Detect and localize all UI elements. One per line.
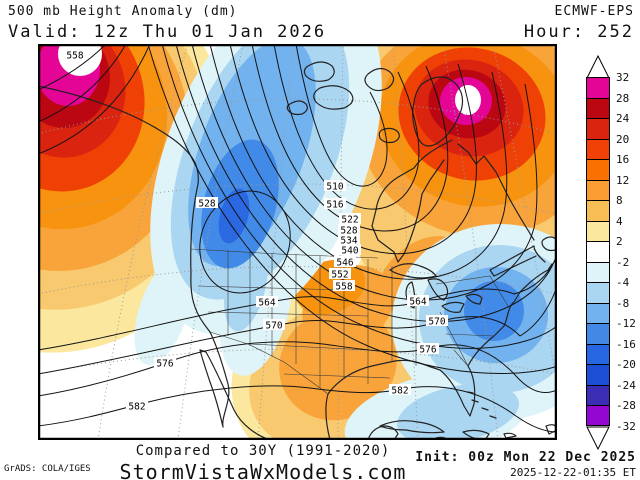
height-contours	[38, 44, 557, 433]
contour-label-box	[324, 198, 346, 209]
colorbar-tick-label: -32	[616, 419, 636, 433]
forecast-hour: Hour: 252	[523, 22, 634, 42]
contour-label-text: 576	[156, 359, 173, 370]
contour-label-text: 564	[409, 297, 426, 308]
contour-label-box	[338, 234, 360, 245]
init-time-label: Init: 00z Mon 22 Dec 2025	[415, 450, 636, 465]
footer-init: Init: 00z Mon 22 Dec 2025 2025-12-22-01:…	[415, 450, 636, 479]
contour-label-text: 534	[340, 236, 357, 247]
state-borders	[190, 248, 509, 395]
colorbar-cell	[586, 179, 610, 200]
contour-label-box	[333, 280, 355, 291]
page-title: 500 mb Height Anomaly (dm)	[8, 4, 238, 19]
baseline-comparison-label: Compared to 30Y (1991-2020)	[135, 443, 391, 459]
colorbar-cell	[586, 261, 610, 282]
colorbar-tick-label: 8	[616, 194, 623, 207]
contour-label-text: 570	[428, 317, 445, 328]
contour-label-box	[339, 244, 361, 255]
contour-label-text: 552	[331, 270, 348, 281]
colorbar-tick-label: -8	[616, 296, 630, 310]
colorbar-tick-label: -16	[616, 337, 636, 351]
colorbar-tick-label: 16	[616, 153, 630, 166]
contour-label-box	[407, 295, 429, 306]
contour-label-text: 522	[341, 215, 358, 226]
contour-label-box	[256, 296, 278, 307]
header-right: ECMWF-EPS Hour: 252	[524, 4, 634, 42]
contour-label-box	[126, 400, 148, 411]
contour-label-text: 528	[198, 199, 215, 210]
contour-label-box	[339, 213, 361, 224]
contour-label-text: 546	[336, 258, 353, 269]
colorbar-cell	[586, 302, 610, 323]
colorbar-tick-label: -4	[616, 276, 630, 289]
valid-time-label: Valid: 12z Thu 01 Jan 2026	[8, 22, 327, 42]
colorbar-cell	[586, 282, 610, 303]
footer-center: Compared to 30Y (1991-2020) StormVistaWx…	[38, 443, 488, 480]
anomaly-map: 558 528 510 516 522 528 534 540 546 552 558 564 564 5…	[38, 44, 557, 440]
contour-label-text: 564	[258, 298, 275, 309]
site-watermark: StormVistaWxModels.com	[119, 460, 407, 480]
colorbar-cell	[586, 200, 610, 221]
generated-timestamp: 2025-12-22-01:35 ET	[510, 466, 636, 479]
colorbar-tick-label: 12	[616, 173, 630, 187]
map-frame	[38, 44, 557, 440]
colorbar-tick-label: -20	[616, 358, 636, 371]
colorbar-cell	[586, 159, 610, 180]
contour-label-text: 582	[391, 386, 408, 397]
colorbar-cells	[586, 77, 610, 426]
colorbar-tick-label: 4	[616, 214, 623, 228]
contour-label-text: 558	[66, 51, 83, 62]
contour-label-box	[338, 224, 360, 235]
colorbar-tick-label: -24	[616, 378, 636, 392]
contour-label-box	[329, 268, 351, 279]
colorbar-cell	[586, 77, 610, 98]
colorbar: 32 28 24 20 16 12 8 4 2 -2 -4 -8 -12 -16 -20 -24 -28 -32	[584, 55, 640, 451]
colorbar-cell	[586, 220, 610, 241]
colorbar-tick-label: 28	[616, 91, 630, 105]
contour-label-text: 576	[419, 345, 436, 356]
contour-label-box	[263, 319, 285, 330]
contour-label-box	[154, 357, 176, 368]
contour-label-box	[64, 49, 86, 60]
contour-label-text: 558	[335, 282, 352, 293]
colorbar-cell	[586, 384, 610, 405]
header-left: 500 mb Height Anomaly (dm) Valid: 12z Th…	[8, 4, 326, 42]
colorbar-arrow-down-icon	[586, 426, 610, 450]
colorbar-cell	[586, 343, 610, 364]
contour-label-text: 528	[340, 226, 357, 237]
colorbar-tick-label: -12	[616, 317, 636, 330]
colorbar-arrow-up-icon	[586, 55, 610, 79]
grads-credit: GrADS: COLA/IGES	[4, 464, 91, 474]
contour-label-text: 570	[265, 321, 282, 332]
contour-label-box	[334, 256, 356, 267]
contour-label-box	[389, 384, 411, 395]
colorbar-cell	[586, 97, 610, 118]
colorbar-tick-label: -28	[616, 399, 636, 412]
colorbar-cell	[586, 118, 610, 139]
contour-label-box	[417, 343, 439, 354]
model-name: ECMWF-EPS	[554, 4, 634, 19]
contour-label-box	[426, 315, 448, 326]
contour-label-box	[196, 197, 218, 208]
contour-label-text: 540	[341, 246, 358, 257]
colorbar-tick-label: 2	[616, 235, 623, 248]
contour-label-box	[324, 180, 346, 191]
colorbar-cell	[586, 364, 610, 385]
shading-negative-16	[218, 188, 250, 244]
colorbar-cell	[586, 405, 610, 426]
colorbar-tick-label: 20	[616, 132, 630, 146]
contour-label-text: 582	[128, 402, 145, 413]
contour-label-text: 510	[326, 182, 343, 193]
colorbar-cell	[586, 138, 610, 159]
colorbar-tick-label: 24	[616, 112, 630, 125]
contour-label-text: 516	[326, 200, 343, 211]
colorbar-tick-label: -2	[616, 255, 630, 269]
colorbar-cell	[586, 323, 610, 344]
colorbar-cell	[586, 241, 610, 262]
colorbar-tick-label: 32	[616, 71, 630, 84]
